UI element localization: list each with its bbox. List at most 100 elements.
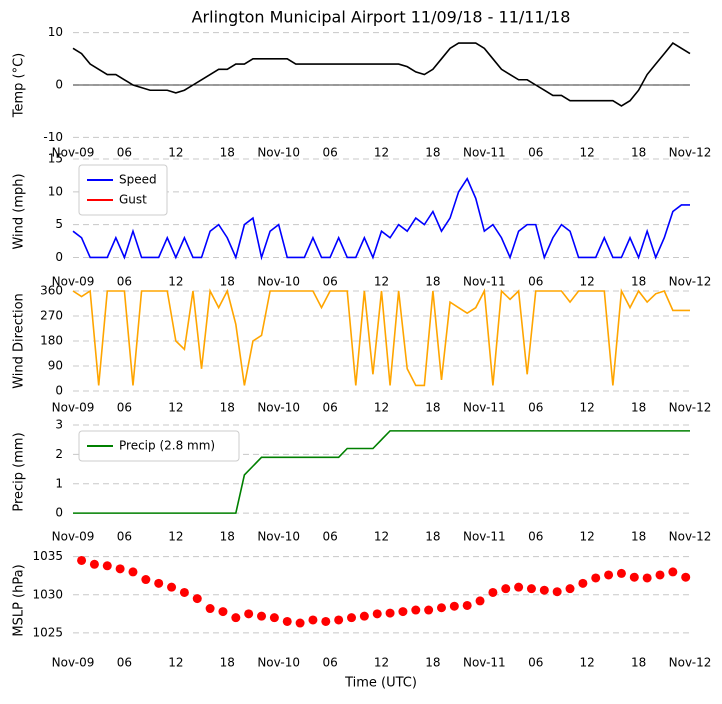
- data-point: [604, 570, 614, 580]
- y-tick-label: 0: [55, 250, 63, 264]
- x-tick-label: 12: [374, 530, 389, 544]
- data-point: [501, 584, 511, 594]
- x-tick-label: 12: [374, 401, 389, 415]
- y-tick-label: 1: [55, 476, 63, 490]
- x-tick-label: 12: [168, 401, 183, 415]
- data-point: [681, 572, 691, 582]
- x-tick-label: Nov-11: [463, 530, 506, 544]
- data-point: [578, 578, 588, 588]
- data-point: [192, 594, 202, 604]
- x-tick-label: 18: [220, 146, 235, 160]
- x-tick-label: 12: [168, 146, 183, 160]
- chart-title: Arlington Municipal Airport 11/09/18 - 1…: [192, 8, 571, 27]
- data-point: [321, 616, 331, 626]
- data-point: [462, 600, 472, 610]
- x-tick-label: 18: [425, 275, 440, 289]
- x-tick-label: Nov-09: [52, 275, 95, 289]
- data-point: [539, 585, 549, 595]
- x-tick-label: 06: [117, 146, 132, 160]
- y-axis-label: Wind (mph): [12, 173, 27, 249]
- data-point: [154, 578, 164, 588]
- data-point: [591, 573, 601, 583]
- data-point: [308, 615, 318, 625]
- data-point: [334, 615, 344, 625]
- x-tick-label: 12: [580, 530, 595, 544]
- x-tick-label: Nov-12: [669, 146, 712, 160]
- data-point: [436, 603, 446, 613]
- data-point: [668, 567, 678, 577]
- x-tick-label: 06: [117, 530, 132, 544]
- x-tick-label: Nov-10: [257, 656, 300, 670]
- data-point: [655, 570, 665, 580]
- y-axis-label: Precip (mm): [12, 432, 27, 511]
- x-tick-label: Nov-09: [52, 401, 95, 415]
- x-tick-label: Nov-10: [257, 275, 300, 289]
- x-tick-label: 18: [425, 401, 440, 415]
- y-tick-label: -10: [43, 130, 63, 144]
- data-point: [411, 605, 421, 615]
- data-point: [282, 616, 292, 626]
- x-tick-label: Nov-09: [52, 656, 95, 670]
- legend-label: Gust: [119, 193, 147, 207]
- x-tick-label: Nov-12: [669, 530, 712, 544]
- x-tick-label: 12: [168, 656, 183, 670]
- x-tick-label: Nov-09: [52, 530, 95, 544]
- x-tick-label: 06: [322, 146, 337, 160]
- x-tick-label: 12: [168, 275, 183, 289]
- data-point: [398, 607, 408, 617]
- x-tick-label: 18: [220, 656, 235, 670]
- x-tick-label: 12: [168, 530, 183, 544]
- x-tick-label: 06: [117, 275, 132, 289]
- x-tick-label: 18: [425, 656, 440, 670]
- legend: Precip (2.8 mm): [78, 430, 240, 462]
- x-tick-label: Nov-11: [463, 146, 506, 160]
- x-tick-label: 06: [528, 146, 543, 160]
- data-point: [179, 587, 189, 597]
- data-point: [642, 573, 652, 583]
- data-line: [72, 177, 690, 261]
- x-tick-label: 06: [322, 401, 337, 415]
- legend-box: [78, 430, 240, 462]
- x-tick-label: 06: [322, 530, 337, 544]
- data-point: [616, 568, 626, 578]
- data-point: [359, 611, 369, 621]
- x-tick-label: 12: [374, 656, 389, 670]
- data-point: [115, 564, 125, 574]
- data-point: [526, 584, 536, 594]
- x-tick-label: 06: [117, 401, 132, 415]
- y-tick-label: 1030: [32, 587, 63, 601]
- data-point: [385, 608, 395, 618]
- data-point: [205, 604, 215, 614]
- y-tick-label: 180: [40, 334, 63, 348]
- x-tick-label: 18: [220, 275, 235, 289]
- x-tick-label: 18: [631, 530, 646, 544]
- x-tick-label: Nov-12: [669, 656, 712, 670]
- x-tick-label: 06: [528, 275, 543, 289]
- data-point: [269, 613, 279, 623]
- x-tick-label: 18: [631, 401, 646, 415]
- legend-box: [78, 164, 168, 216]
- legend-label: Speed: [119, 173, 157, 187]
- x-tick-label: 12: [580, 401, 595, 415]
- data-point: [347, 613, 357, 623]
- x-tick-label: 12: [580, 275, 595, 289]
- data-point: [488, 587, 498, 597]
- x-tick-label: 06: [117, 656, 132, 670]
- data-point: [552, 587, 562, 597]
- y-axis-label: Wind Direction: [12, 293, 27, 389]
- y-tick-label: 90: [48, 359, 63, 373]
- y-tick-label: 0: [55, 506, 63, 520]
- x-tick-label: 12: [580, 656, 595, 670]
- y-tick-label: 270: [40, 309, 63, 323]
- data-point: [475, 596, 485, 606]
- x-tick-label: Nov-10: [257, 530, 300, 544]
- x-tick-label: 18: [220, 401, 235, 415]
- y-axis-label: MSLP (hPa): [12, 564, 27, 636]
- data-point: [167, 582, 177, 592]
- data-point: [244, 609, 254, 619]
- x-tick-label: 18: [425, 530, 440, 544]
- x-tick-label: Nov-12: [669, 401, 712, 415]
- data-point: [141, 575, 151, 585]
- x-tick-label: 18: [220, 530, 235, 544]
- y-tick-label: 0: [55, 384, 63, 398]
